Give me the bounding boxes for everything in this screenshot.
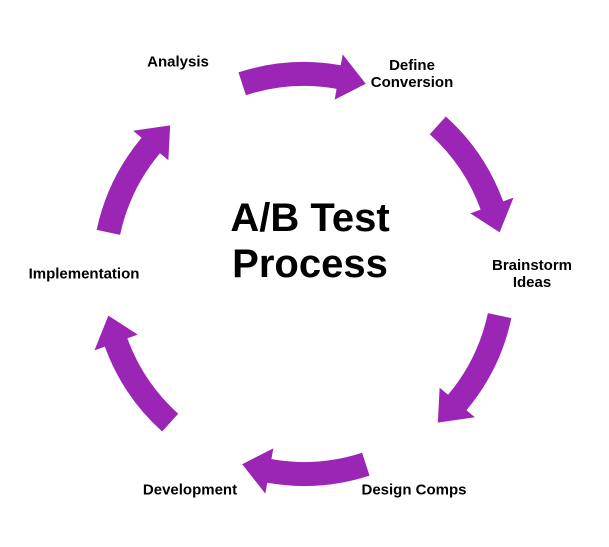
cycle-arrow [242,448,369,493]
cycle-diagram: A/B Test Process Define Conversion Brain… [0,0,609,547]
cycle-arrow [238,54,365,99]
diagram-title: A/B Test Process [180,195,440,287]
cycle-arrow [438,313,512,423]
step-implementation: Implementation [29,265,140,282]
cycle-arrow [430,116,514,232]
step-development: Development [143,481,237,498]
step-brainstorm-ideas: Brainstorm Ideas [492,257,572,292]
step-define-conversion: Define Conversion [371,57,454,92]
cycle-arrow [94,316,178,432]
cycle-arrow [97,125,171,235]
step-design-comps: Design Comps [361,481,466,498]
step-analysis: Analysis [147,53,209,70]
